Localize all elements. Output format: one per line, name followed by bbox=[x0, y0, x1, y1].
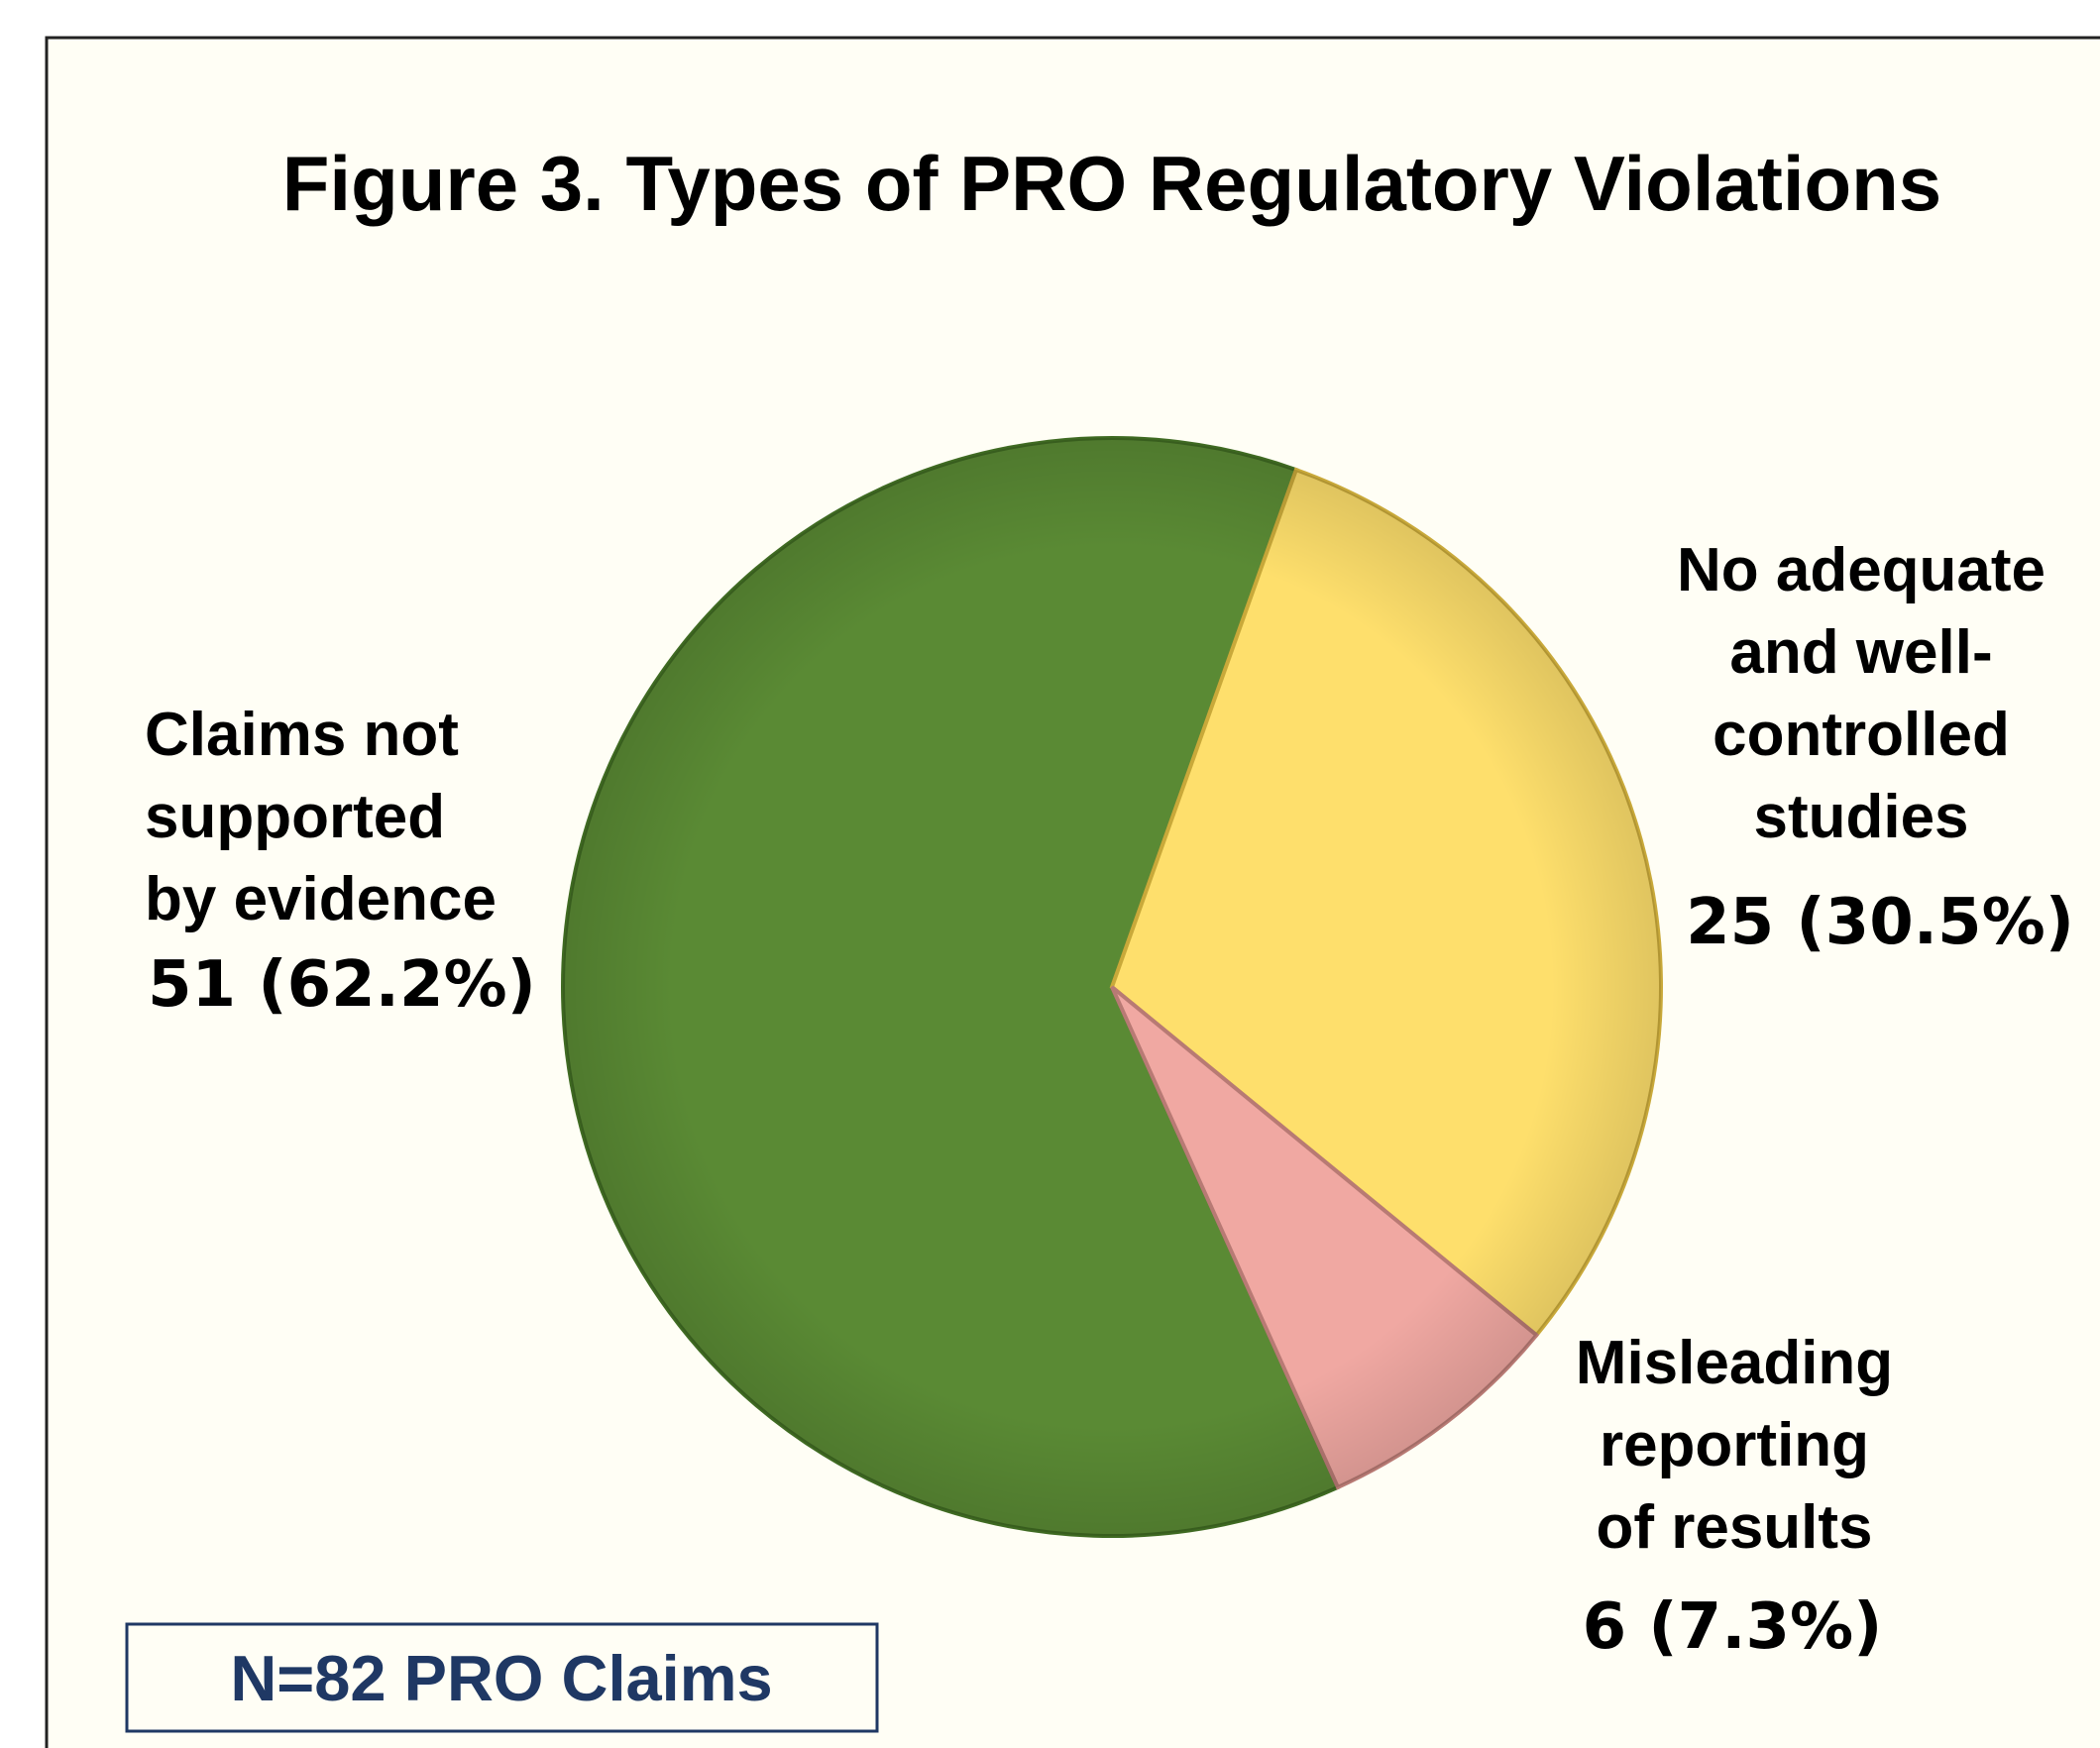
value-label: 6 (7.3%) bbox=[1583, 1590, 1883, 1664]
value-label: 25 (30.5%) bbox=[1686, 886, 2074, 959]
category-label: Misleading reporting of results bbox=[1576, 1329, 1893, 1562]
category-label: No adequate and well-controlled studies bbox=[1677, 536, 2045, 851]
annotation-box bbox=[125, 1622, 879, 1733]
chart-title: Figure 3. Types of PRO Regulatory Violat… bbox=[282, 140, 1941, 227]
value-label: 51 (62.2%) bbox=[148, 948, 536, 1022]
category-label: Claims not supported by evidence bbox=[145, 701, 497, 933]
pie bbox=[561, 436, 1663, 1539]
annotation: N=82 PRO Claims bbox=[230, 1642, 772, 1714]
